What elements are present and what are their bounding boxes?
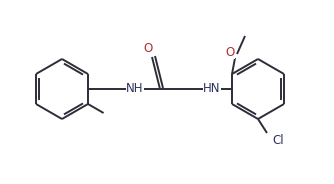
- Text: NH: NH: [126, 82, 144, 95]
- Text: O: O: [143, 42, 153, 54]
- Text: O: O: [225, 45, 235, 59]
- Text: Cl: Cl: [272, 135, 284, 148]
- Text: HN: HN: [203, 82, 221, 95]
